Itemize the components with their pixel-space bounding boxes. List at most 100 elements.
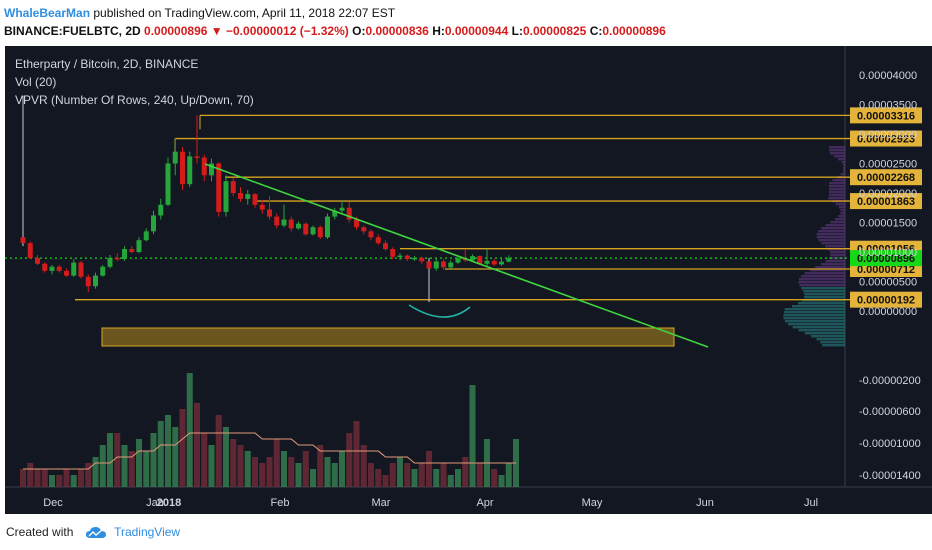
price-tick-label: 0.00003500 bbox=[859, 100, 917, 112]
volume-bar bbox=[302, 451, 309, 487]
volume-bar bbox=[179, 409, 186, 487]
candle-body bbox=[245, 194, 251, 199]
candle-body bbox=[339, 207, 345, 211]
candle-body bbox=[441, 261, 446, 268]
volume-bar bbox=[310, 469, 316, 487]
volume-bar bbox=[237, 445, 244, 487]
legend-title: Etherparty / Bitcoin, 2D, BINANCE bbox=[15, 57, 198, 71]
vpvr-row bbox=[783, 311, 845, 314]
candle-body bbox=[404, 255, 410, 260]
high-value: 0.00000944 bbox=[444, 24, 509, 38]
rounded-bottom-arc bbox=[408, 304, 471, 318]
volume-bar bbox=[331, 463, 338, 487]
vpvr-row bbox=[828, 197, 845, 200]
volume-bar bbox=[389, 463, 396, 487]
vpvr-row bbox=[784, 320, 845, 323]
volume-bar bbox=[107, 433, 113, 487]
vpvr-row bbox=[784, 308, 845, 311]
vpvr-row bbox=[791, 305, 845, 308]
candle-body bbox=[35, 257, 40, 264]
vpvr-row bbox=[811, 335, 845, 338]
vpvr-row bbox=[804, 296, 845, 299]
support-zone bbox=[101, 327, 675, 347]
volume-bar bbox=[136, 439, 142, 487]
support-zone-box bbox=[101, 327, 675, 347]
volume-bar bbox=[99, 445, 106, 487]
tradingview-brand[interactable]: TradingView bbox=[114, 525, 181, 539]
candle-body bbox=[78, 262, 84, 277]
candle-body bbox=[71, 262, 77, 276]
candle-body bbox=[419, 257, 425, 262]
level-badge-label: 0.00001863 bbox=[857, 196, 915, 208]
candle-body bbox=[85, 276, 91, 287]
volume-bar bbox=[114, 433, 121, 487]
price-tick-label: 0.00000500 bbox=[859, 277, 917, 289]
price-chart[interactable]: 0.00003316 0.00002923 0.00002268 0.00001863… bbox=[5, 46, 932, 514]
volume-bar bbox=[85, 463, 92, 487]
publish-info: published on TradingView.com, April 11, … bbox=[93, 6, 396, 20]
candle-body bbox=[375, 237, 381, 244]
candle-body bbox=[354, 219, 359, 228]
chart-panel[interactable]: 0.00003316 0.00002923 0.00002268 0.00001863… bbox=[5, 46, 932, 514]
vpvr-row bbox=[829, 149, 845, 152]
vpvr-row bbox=[834, 218, 845, 221]
time-tick-label: 2018 bbox=[157, 497, 181, 509]
candle-body bbox=[267, 209, 272, 217]
volume-bar bbox=[288, 457, 295, 487]
volume-bar bbox=[324, 457, 331, 487]
volume-bar bbox=[353, 421, 360, 487]
volume-bar bbox=[440, 463, 447, 487]
volume-ma-line bbox=[23, 432, 516, 470]
candle-body bbox=[238, 193, 243, 199]
vpvr-row bbox=[841, 161, 845, 164]
candle-body bbox=[368, 231, 374, 238]
volume-bar bbox=[426, 451, 432, 487]
candle-body bbox=[27, 243, 33, 258]
volume-bar bbox=[201, 433, 208, 487]
price-tick-label: -0.00001400 bbox=[859, 470, 921, 482]
candle-body bbox=[397, 255, 403, 258]
volume-bar bbox=[27, 463, 34, 487]
vpvr-row bbox=[843, 170, 845, 173]
volume-bar bbox=[20, 469, 26, 487]
candle-body bbox=[180, 151, 185, 185]
vpvr-row bbox=[830, 221, 845, 224]
vpvr-row bbox=[829, 194, 845, 197]
candle-body bbox=[317, 227, 323, 238]
time-tick-label: Feb bbox=[271, 497, 290, 509]
vpvr-row bbox=[798, 281, 845, 284]
vpvr-profile bbox=[783, 146, 845, 347]
volume-bar bbox=[433, 469, 440, 487]
last-price: 0.00000896 bbox=[144, 24, 208, 38]
vpvr-row bbox=[816, 338, 845, 341]
volume-bar bbox=[70, 475, 77, 487]
level-badge-label: 0.00000712 bbox=[857, 264, 915, 276]
time-tick-label: Dec bbox=[43, 497, 63, 509]
vpvr-row bbox=[840, 212, 845, 215]
legend-vpvr: VPVR (Number Of Rows, 240, Up/Down, 70) bbox=[15, 93, 254, 107]
volume-bar bbox=[455, 469, 461, 487]
volume-bar bbox=[92, 457, 99, 487]
author-name[interactable]: WhaleBearMan bbox=[4, 6, 91, 20]
vpvr-row bbox=[829, 185, 845, 188]
vpvr-row bbox=[825, 224, 845, 227]
horizontal-levels: 0.00003316 0.00002923 0.00002268 0.00001863… bbox=[5, 107, 922, 308]
vpvr-row bbox=[821, 227, 845, 230]
volume-bar bbox=[121, 445, 128, 487]
volume-bar bbox=[498, 475, 505, 487]
candle-body bbox=[129, 249, 135, 252]
candle-body bbox=[383, 243, 388, 250]
vpvr-row bbox=[798, 329, 845, 332]
level-badge-label: 0.00000192 bbox=[857, 295, 915, 307]
volume-bar bbox=[186, 373, 193, 487]
vpvr-row bbox=[840, 209, 845, 212]
volume-bar bbox=[41, 469, 48, 487]
vpvr-row bbox=[840, 173, 845, 176]
vpvr-row bbox=[800, 275, 845, 278]
vpvr-row bbox=[843, 167, 845, 170]
volume-bar bbox=[244, 451, 251, 487]
candle-body bbox=[499, 261, 504, 265]
candle-body bbox=[433, 261, 439, 269]
volume-bar bbox=[252, 457, 258, 487]
volume-bar bbox=[491, 469, 498, 487]
